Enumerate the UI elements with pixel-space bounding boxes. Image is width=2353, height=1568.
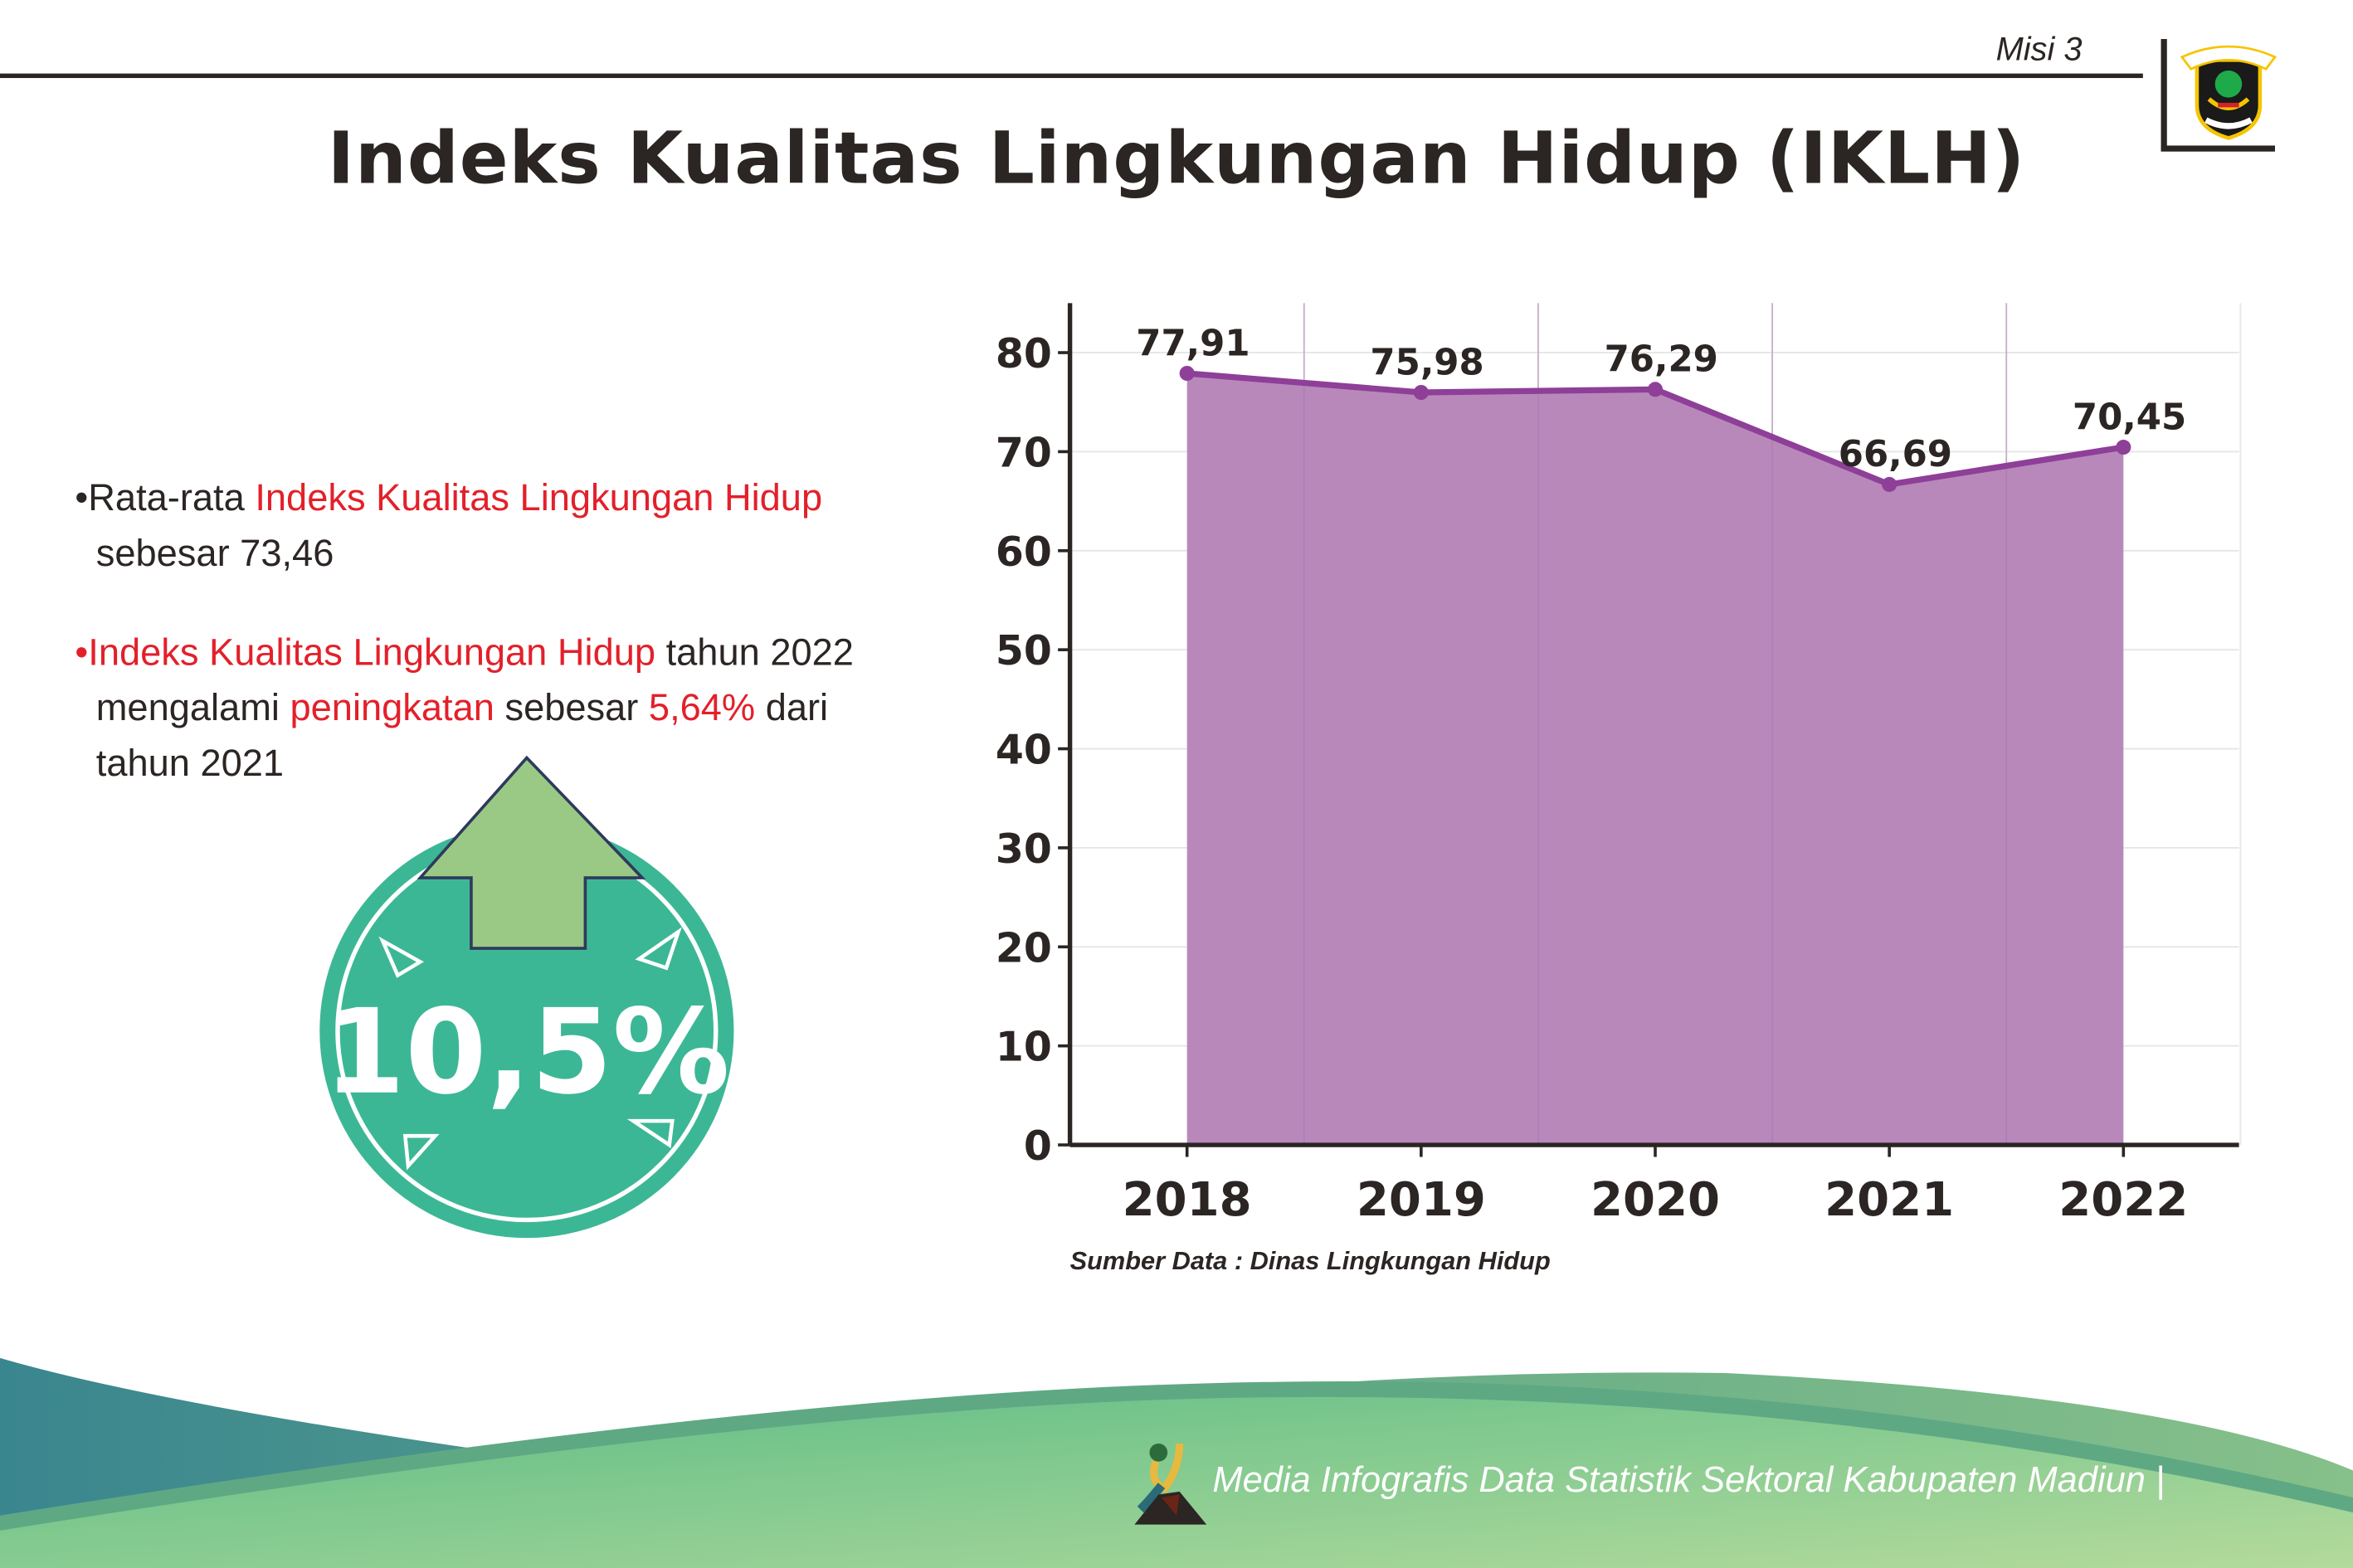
sparkle-icon bbox=[402, 1133, 440, 1171]
x-tick-label: 2021 bbox=[1824, 1173, 1954, 1227]
y-tick-label: 20 bbox=[996, 924, 1052, 971]
sparkle-icon bbox=[635, 927, 682, 971]
y-tick-label: 70 bbox=[996, 430, 1052, 477]
footer-text: Media Infografis Data Statistik Sektoral… bbox=[1212, 1459, 2165, 1501]
bullet-text: mengalami bbox=[95, 687, 290, 730]
bullet-text: sebesar 73,46 bbox=[95, 533, 334, 575]
iklh-area-chart: 0 10 20 30 40 50 60 70 80 77,91 75,98 76,29 66,69 70,… bbox=[996, 303, 2242, 1227]
data-label: 75,98 bbox=[1370, 342, 1483, 383]
y-tick-label: 10 bbox=[996, 1024, 1052, 1071]
logo-frame bbox=[2161, 39, 2167, 150]
kabupaten-madiun-logo bbox=[2180, 45, 2277, 140]
y-tick-label: 50 bbox=[996, 627, 1052, 674]
x-tick-label: 2022 bbox=[2058, 1173, 2188, 1227]
y-tick-label: 40 bbox=[996, 727, 1052, 774]
data-point bbox=[1647, 382, 1664, 397]
data-point bbox=[2116, 440, 2131, 455]
data-source: Sumber Data : Dinas Lingkungan Hidup bbox=[1069, 1247, 1551, 1276]
data-label: 70,45 bbox=[2073, 397, 2186, 438]
y-tick-label: 0 bbox=[1024, 1122, 1052, 1170]
bullet-increase: •Indeks Kualitas Lingkungan Hidup tahun … bbox=[75, 626, 853, 792]
bullet-text: sebesar bbox=[494, 687, 649, 730]
data-point bbox=[1413, 384, 1429, 401]
data-label: 76,29 bbox=[1605, 339, 1718, 381]
increase-badge: 10,5% bbox=[319, 755, 734, 1239]
bullet-text: dari bbox=[755, 687, 829, 730]
highlight-text: peningkatan bbox=[290, 687, 494, 730]
page-title: Indeks Kualitas Lingkungan Hidup (IKLH) bbox=[327, 117, 2026, 202]
x-tick-label: 2020 bbox=[1591, 1173, 1720, 1227]
y-tick-label: 30 bbox=[996, 825, 1052, 873]
bullet-average: •Rata-rata Indeks Kualitas Lingkungan Hi… bbox=[75, 471, 822, 582]
data-label: 77,91 bbox=[1136, 323, 1250, 364]
highlight-text: 5,64% bbox=[648, 687, 756, 730]
logo-frame-bottom bbox=[2161, 145, 2275, 152]
area-fill bbox=[1186, 373, 2124, 1146]
highlight-text: •Indeks Kualitas Lingkungan Hidup bbox=[75, 631, 656, 674]
sparkle-icon bbox=[626, 1118, 675, 1148]
bullet-text: tahun 2022 bbox=[655, 631, 854, 674]
data-point bbox=[1882, 476, 1898, 492]
data-label: 66,69 bbox=[1839, 434, 1952, 475]
bullet-text: tahun 2021 bbox=[95, 743, 285, 785]
highlight-text: Indeks Kualitas Lingkungan Hidup bbox=[255, 477, 823, 519]
x-tick-label: 2018 bbox=[1123, 1173, 1252, 1227]
mission-label: Misi 3 bbox=[1995, 30, 2083, 68]
x-tick-label: 2019 bbox=[1357, 1173, 1486, 1227]
badge-value: 10,5% bbox=[324, 985, 729, 1121]
sparkle-icon bbox=[378, 936, 424, 978]
arrow-up-icon bbox=[417, 755, 646, 950]
y-tick-label: 60 bbox=[996, 528, 1052, 576]
bullet-text: •Rata-rata bbox=[75, 477, 256, 519]
header-rule bbox=[0, 73, 2143, 79]
y-tick-label: 80 bbox=[996, 330, 1052, 377]
data-point bbox=[1179, 365, 1195, 382]
infographic-mascot-logo bbox=[1134, 1443, 1207, 1525]
